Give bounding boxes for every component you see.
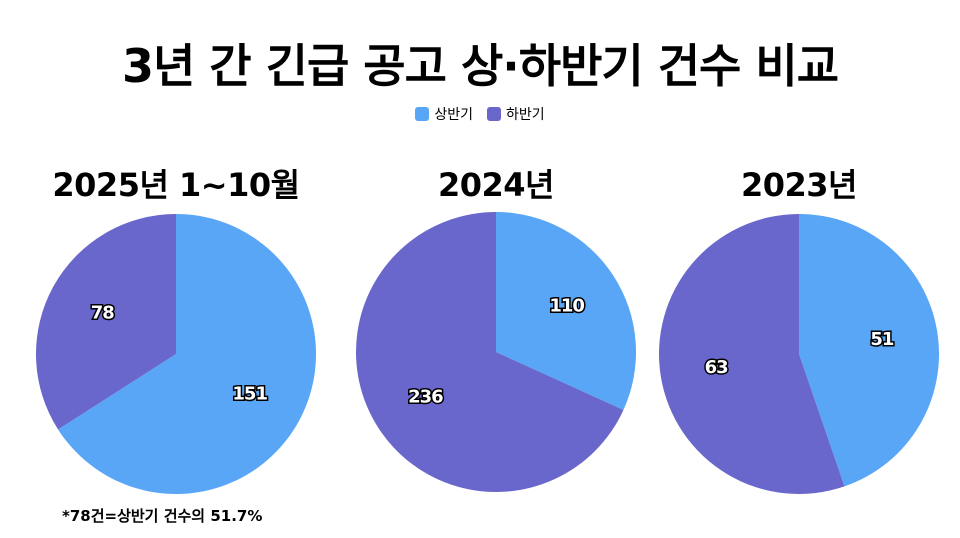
legend-label: 하반기 [506,107,545,123]
pie-slice-first-half[interactable] [496,212,637,410]
pie-slice-second-half[interactable] [356,212,624,492]
pie-title-2024: 2024년 [437,166,555,204]
legend-label: 상반기 [434,107,473,123]
data-label: 78 [91,303,115,324]
pie-slice-second-half[interactable] [35,214,176,430]
pie-slice-second-half[interactable] [659,214,845,494]
data-label: 63 [705,357,729,378]
pie-slice-first-half[interactable] [58,214,316,494]
legend: 상반기 하반기 [0,104,960,124]
data-label: 51 [870,329,894,350]
legend-swatch-first-half [415,107,430,121]
pie-title-2023: 2023년 [740,166,858,204]
data-label: 110 [549,296,584,317]
data-label: 236 [408,386,443,407]
pie-title-2025: 2025년 1~10월 [52,166,300,204]
legend-swatch-second-half [487,107,501,121]
footnote: *78건=상반기 건수의 51.7% [62,507,263,525]
data-label: 151 [232,383,267,404]
chart-title: 3년 간 긴급 공고 상·하반기 건수 비교 [121,39,839,93]
legend-item-second-half[interactable]: 하반기 [487,104,545,124]
pie-slice-first-half[interactable] [799,214,940,487]
legend-item-first-half[interactable]: 상반기 [415,104,473,124]
